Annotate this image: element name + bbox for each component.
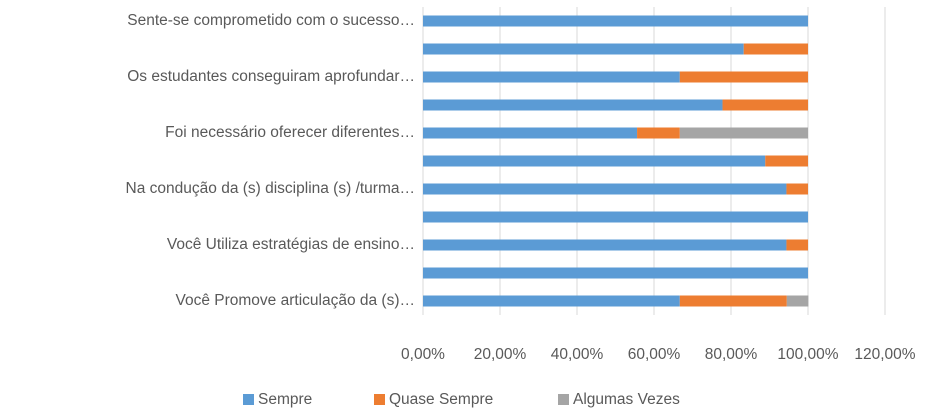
legend-label: Algumas Vezes [573, 391, 680, 408]
bar-segment [679, 295, 787, 307]
bar-segment [423, 267, 808, 279]
bar-segment [679, 127, 808, 139]
x-tick-label: 20,00% [474, 346, 527, 363]
bar-segment [423, 155, 766, 167]
bar-segment [786, 295, 809, 307]
legend-label: Quase Sempre [389, 391, 493, 408]
bar-segment [423, 183, 787, 195]
bar-segment [765, 155, 808, 167]
legend-swatch [374, 394, 385, 405]
x-tick-label: 100,00% [777, 346, 838, 363]
bar-segment [786, 239, 808, 251]
x-tick-label: 60,00% [628, 346, 681, 363]
y-tick-label: Os estudantes conseguiram aprofundar… [127, 68, 415, 85]
y-tick-label: Sente-se comprometido com o sucesso… [127, 12, 415, 29]
y-tick-label: Na condução da (s) disciplina (s) /turma… [126, 180, 415, 197]
bar-segment [423, 211, 808, 223]
x-tick-label: 120,00% [854, 346, 915, 363]
bar-segment [722, 99, 808, 111]
bar-segment [423, 239, 787, 251]
legend-swatch [243, 394, 254, 405]
y-tick-label: Você Utiliza estratégias de ensino… [167, 236, 415, 253]
bar-segment [423, 127, 638, 139]
y-tick-label: Você Promove articulação da (s)… [176, 292, 416, 309]
legend-swatch [558, 394, 569, 405]
bar-segment [637, 127, 680, 139]
bar-segment [423, 99, 723, 111]
legend-label: Sempre [258, 391, 312, 408]
x-tick-label: 0,00% [401, 346, 445, 363]
bar-segment [423, 295, 680, 307]
x-tick-label: 40,00% [551, 346, 604, 363]
bar-segment [423, 15, 808, 27]
bar-segment [423, 71, 680, 83]
bar-segment [679, 71, 808, 83]
x-tick-label: 80,00% [705, 346, 758, 363]
bar-segment [743, 43, 808, 55]
bar-segment [786, 183, 808, 195]
bar-segment [423, 43, 744, 55]
y-tick-label: Foi necessário oferecer diferentes… [165, 124, 415, 141]
